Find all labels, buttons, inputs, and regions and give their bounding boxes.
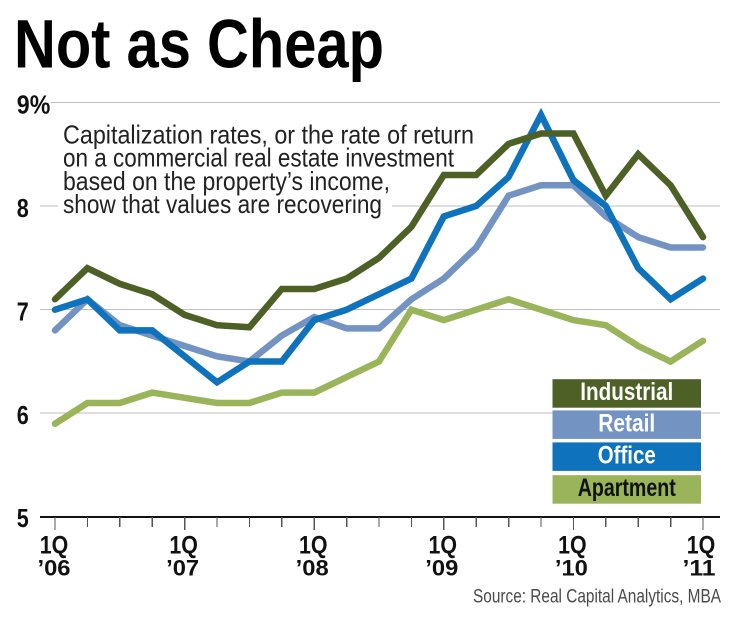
svg-text:’09: ’09 [425, 556, 458, 581]
svg-text:1Q: 1Q [169, 531, 198, 559]
svg-text:1Q: 1Q [687, 531, 716, 559]
svg-text:’10: ’10 [555, 556, 588, 581]
svg-text:based on the property’s income: based on the property’s income, [63, 166, 390, 196]
svg-text:’11: ’11 [683, 556, 716, 581]
svg-text:on a commercial real estate in: on a commercial real estate investment [63, 143, 455, 173]
svg-text:1Q: 1Q [429, 531, 458, 559]
svg-text:Source: Real Capital Analytics: Source: Real Capital Analytics, MBA [473, 587, 721, 608]
svg-text:’06: ’06 [38, 556, 71, 581]
svg-text:1Q: 1Q [40, 531, 69, 559]
svg-text:7: 7 [17, 297, 29, 327]
svg-text:Industrial: Industrial [580, 378, 673, 406]
svg-text:8: 8 [17, 193, 29, 223]
svg-text:1Q: 1Q [299, 531, 328, 559]
svg-text:9%: 9% [17, 90, 51, 120]
svg-text:Not as Cheap: Not as Cheap [14, 6, 384, 83]
svg-text:6: 6 [17, 400, 29, 430]
svg-text:Office: Office [598, 441, 656, 469]
svg-text:’08: ’08 [296, 556, 329, 581]
svg-text:’07: ’07 [166, 556, 199, 581]
svg-text:show that values are recoverin: show that values are recovering [63, 189, 382, 219]
svg-text:Capitalization rates, or the r: Capitalization rates, or the rate of ret… [63, 119, 474, 149]
svg-text:5: 5 [17, 503, 29, 533]
svg-text:Apartment: Apartment [578, 474, 677, 502]
svg-text:Retail: Retail [598, 409, 655, 437]
svg-text:1Q: 1Q [558, 531, 587, 559]
